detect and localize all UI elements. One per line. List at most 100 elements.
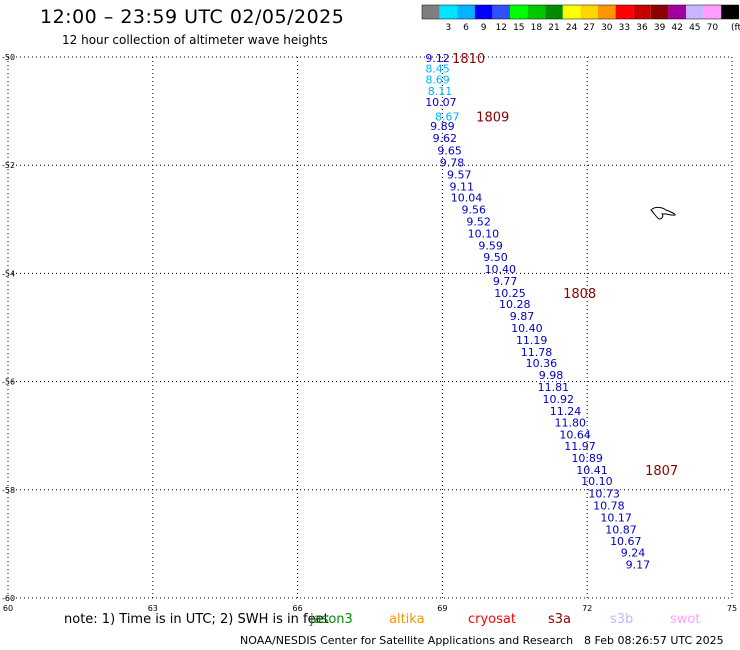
colorbar-tick-label: 12 xyxy=(495,23,506,33)
wave-height-label: 10.07 xyxy=(425,96,457,109)
x-tick-label: 75 xyxy=(727,604,737,613)
wave-height-label: 8.69 xyxy=(425,74,450,87)
wave-height-label: 10.36 xyxy=(526,357,558,370)
colorbar-tick-label: 70 xyxy=(707,23,719,33)
timestamp: 8 Feb 08:26:57 UTC 2025 xyxy=(584,634,724,647)
colorbar-swatch xyxy=(721,5,739,19)
wave-height-label: 9.11 xyxy=(449,180,474,193)
colorbar-swatch xyxy=(510,5,528,19)
colorbar-tick-label: 30 xyxy=(601,23,613,33)
colorbar-swatch xyxy=(598,5,616,19)
wave-height-label: 10.10 xyxy=(468,227,500,240)
wave-height-label: 9.87 xyxy=(510,310,535,323)
wave-height-label: 9.12 xyxy=(425,52,450,65)
x-tick-label: 69 xyxy=(437,604,447,613)
wave-height-label: 10.87 xyxy=(605,523,637,536)
colorbar-tick-label: 18 xyxy=(531,23,543,33)
y-tick-label: -50 xyxy=(2,53,15,62)
wave-height-label: 11.80 xyxy=(555,417,587,430)
x-tick-label: 72 xyxy=(582,604,592,613)
colorbar-tick-label: 21 xyxy=(548,23,559,33)
colorbar-tick-label: 6 xyxy=(463,23,469,33)
colorbar-tick-label: 9 xyxy=(481,23,487,33)
colorbar-tick-label: 45 xyxy=(689,23,700,33)
wave-height-label: 9.52 xyxy=(466,215,491,228)
satellite-legend-cryosat: cryosat xyxy=(468,612,516,627)
chart-title: 12:00 – 23:59 UTC 02/05/2025 xyxy=(40,6,345,28)
wave-height-label: 8.45 xyxy=(425,62,450,75)
colorbar-tick-label: 33 xyxy=(619,23,630,33)
wave-height-label: 11.81 xyxy=(538,381,570,394)
colorbar-swatch xyxy=(615,5,634,19)
x-tick-label: 60 xyxy=(3,604,13,613)
y-tick-label: -60 xyxy=(2,594,15,603)
wave-height-label: 10.40 xyxy=(485,263,517,276)
colorbar-frame xyxy=(421,4,740,20)
wave-height-label: 10.10 xyxy=(581,475,613,488)
satellite-legend-altika: altika xyxy=(389,612,425,627)
colorbar-unit: (ft) xyxy=(731,23,740,33)
colorbar-swatch xyxy=(545,5,563,19)
wave-height-label: 8.67 xyxy=(435,111,460,124)
wave-height-label: 11.24 xyxy=(550,405,582,418)
y-tick-label: -58 xyxy=(2,486,15,495)
chart-subtitle: 12 hour collection of altimeter wave hei… xyxy=(62,33,328,47)
colorbar-tick-label: 36 xyxy=(636,23,648,33)
wave-height-label: 10.78 xyxy=(593,499,625,512)
wave-height-label: 9.17 xyxy=(626,558,651,571)
colorbar-tick-label: 3 xyxy=(446,23,452,33)
footnote: note: 1) Time is in UTC; 2) SWH is in fe… xyxy=(64,612,329,627)
wave-height-label: 9.89 xyxy=(430,120,455,133)
satellite-legend-s3b: s3b xyxy=(610,612,634,627)
wave-height-label: 10.67 xyxy=(610,535,642,548)
wave-height-label: 8.11 xyxy=(428,85,453,98)
colorbar-tick-label: 15 xyxy=(513,23,524,33)
colorbar-swatch xyxy=(668,5,686,19)
colorbar-swatch xyxy=(562,5,581,19)
wave-height-label: 10.04 xyxy=(451,192,483,205)
colorbar-tick-label: 39 xyxy=(654,23,666,33)
pass-number-label: 1809 xyxy=(476,111,509,126)
wave-height-label: 10.73 xyxy=(588,488,620,501)
pass-labels: 1810 1809 1808 1807 xyxy=(452,52,678,479)
colorbar-tick-label: 42 xyxy=(671,23,682,33)
colorbar-swatch xyxy=(474,5,493,19)
colorbar-swatch xyxy=(703,5,722,19)
axis-labels: 60 63 66 69 72 75 -50 -52 -54 -56 -58 -60 xyxy=(2,53,737,613)
wave-height-label: 9.65 xyxy=(437,145,462,158)
colorbar-tick-label: 27 xyxy=(583,23,594,33)
colorbar-swatch xyxy=(457,5,475,19)
wave-height-label: 11.78 xyxy=(521,346,553,359)
colorbar-swatch xyxy=(650,5,669,19)
wave-height-label: 9.50 xyxy=(483,251,508,264)
wave-height-label: 10.40 xyxy=(511,322,543,335)
credit-line: NOAA/NESDIS Center for Satellite Applica… xyxy=(240,634,574,647)
wave-height-label: 10.17 xyxy=(600,511,632,524)
wave-height-label: 9.98 xyxy=(539,369,564,382)
satellite-legend-swot: swot xyxy=(670,612,701,627)
colorbar-swatch xyxy=(439,5,458,19)
wave-height-label: 10.41 xyxy=(576,464,608,477)
colorbar-swatch xyxy=(633,5,651,19)
satellite-legend-jason3: jason3 xyxy=(310,612,353,627)
wave-height-label: 9.56 xyxy=(462,204,487,217)
pass-number-label: 1807 xyxy=(645,464,678,479)
x-tick-label: 66 xyxy=(293,604,303,613)
wave-height-label: 9.77 xyxy=(493,275,518,288)
colorbar-swatch xyxy=(580,5,598,19)
wave-height-label: 10.64 xyxy=(559,429,591,442)
wave-height-label: 11.97 xyxy=(564,440,596,453)
wave-height-label: 9.57 xyxy=(447,168,472,181)
wave-height-label: 10.28 xyxy=(499,298,531,311)
wave-height-label: 9.62 xyxy=(433,132,458,145)
wave-height-label: 9.59 xyxy=(478,239,503,252)
x-tick-label: 63 xyxy=(148,604,158,613)
satellite-legend-s3a: s3a xyxy=(548,612,572,627)
y-tick-label: -56 xyxy=(2,378,15,387)
wave-height-label: 9.78 xyxy=(440,156,465,169)
map-grid xyxy=(7,56,733,599)
colorbar-swatch xyxy=(422,5,440,19)
colorbar-swatch xyxy=(527,5,546,19)
colorbar-tick-label: 24 xyxy=(566,23,578,33)
